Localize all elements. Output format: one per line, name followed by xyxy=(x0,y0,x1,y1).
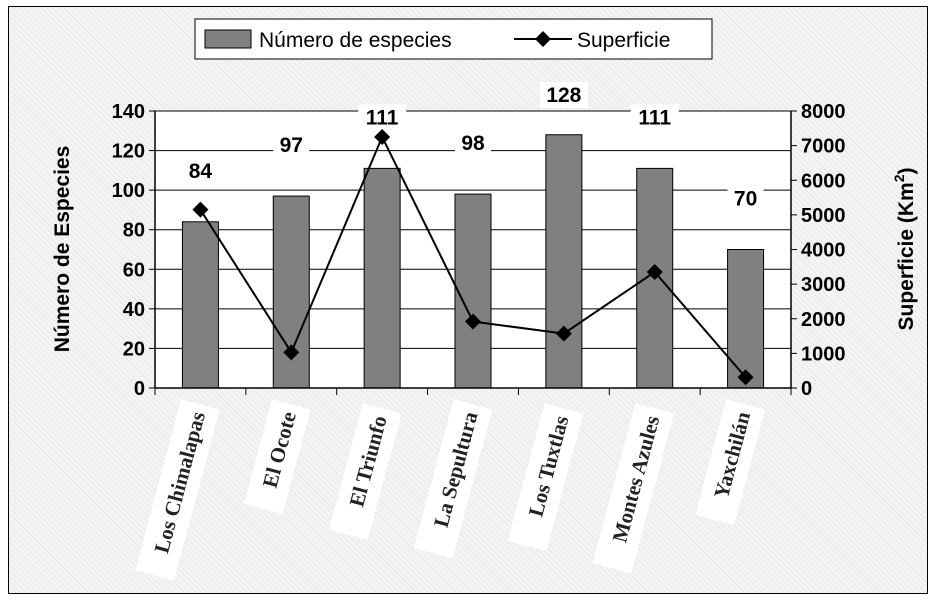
category-label-group: Yaxchilán xyxy=(695,399,765,526)
y-tick-label: 60 xyxy=(123,259,145,281)
bar xyxy=(363,167,401,389)
bar xyxy=(181,221,219,389)
superficie-point xyxy=(283,344,300,361)
bar xyxy=(454,193,492,389)
data-label-bg xyxy=(358,104,407,131)
category-label-card xyxy=(244,399,311,514)
y2-tick-label: 5000 xyxy=(801,205,846,227)
superficie-point xyxy=(555,325,572,342)
data-label-bg xyxy=(273,132,310,159)
data-labels: 84 97 111 98 128 111 70 xyxy=(182,82,764,212)
legend-swatch-marker xyxy=(535,31,551,47)
y2-tick-label: 6000 xyxy=(801,170,846,192)
category-label-card xyxy=(695,399,765,526)
y2-tick-label: 0 xyxy=(801,378,812,400)
data-label-bg xyxy=(727,185,764,212)
y2-tick-label: 7000 xyxy=(801,136,846,158)
category-label-group: La Sepultura xyxy=(413,399,493,559)
bars xyxy=(181,134,765,389)
y-tick-label: 80 xyxy=(123,220,145,242)
superficie-point xyxy=(374,128,391,145)
data-label: 98 xyxy=(461,132,485,155)
category-label-group: Los Chimalapas xyxy=(135,399,220,581)
bar xyxy=(727,249,765,389)
data-label-bg xyxy=(182,157,219,184)
y-tick-label: 140 xyxy=(112,101,145,123)
data-label: 84 xyxy=(189,160,213,183)
data-label: 111 xyxy=(638,106,671,129)
legend-label-bar: Número de especies xyxy=(259,29,452,52)
legend-label-line: Superficie xyxy=(577,29,670,52)
right-tick-labels: 0 1000 2000 3000 4000 5000 6000 7000 8000 xyxy=(801,101,846,400)
y2-tick-label: 1000 xyxy=(801,343,846,365)
left-tick-labels: 0 20 40 60 80 100 120 140 xyxy=(112,101,145,400)
y-axis-title: Número de Especies xyxy=(51,146,74,353)
data-label: 70 xyxy=(734,188,757,211)
legend-box xyxy=(194,18,713,60)
y2-tick-label: 2000 xyxy=(801,309,846,331)
chart: Número de especies Superficie 0204060801… xyxy=(51,18,918,581)
data-label: 97 xyxy=(280,134,303,157)
y2-tick-label: 4000 xyxy=(801,240,846,262)
chart-frame: Número de especies Superficie 0 20 40 60 80 1… xyxy=(8,6,928,594)
y-tick-label: 20 xyxy=(123,338,145,360)
y2-axis-title: Superficie (Km2) xyxy=(891,168,918,331)
category-label-group: El Triunfo xyxy=(328,403,402,541)
legend: Número de especies Superficie xyxy=(194,18,713,60)
data-label: 128 xyxy=(546,84,581,107)
category-label-group: Los Tuxtlas xyxy=(507,403,584,552)
category-label-card xyxy=(135,399,220,581)
category-labels: Los Chimalapas El Ocote El Triunfo La Sepul… xyxy=(135,399,765,581)
category-label-card xyxy=(592,403,675,574)
y-tick-label: 120 xyxy=(112,141,145,163)
superficie-point xyxy=(465,313,481,330)
data-label: 111 xyxy=(366,106,399,129)
data-label-bg xyxy=(455,130,491,157)
category-label-group: El Ocote xyxy=(244,399,311,514)
y-tick-label: 40 xyxy=(123,299,145,321)
superficie-point xyxy=(646,264,663,281)
category-label-card xyxy=(328,403,402,541)
superficie-line xyxy=(192,128,754,386)
y2-tick-label: 8000 xyxy=(801,101,846,123)
category-label-card xyxy=(507,403,584,552)
data-label-bg xyxy=(539,82,588,108)
legend-swatch-bar xyxy=(204,29,252,49)
axes xyxy=(149,110,797,395)
y-tick-label: 100 xyxy=(112,180,145,202)
y2-tick-label: 3000 xyxy=(801,274,846,296)
superficie-point xyxy=(737,369,754,386)
y2-axis-title-sup: 2 xyxy=(891,174,907,182)
y-tick-label: 0 xyxy=(134,378,145,400)
category-label-card xyxy=(413,399,493,559)
category-label-group: Montes Azules xyxy=(592,403,675,574)
bar xyxy=(545,134,583,389)
data-label-bg xyxy=(630,104,679,131)
superficie-point xyxy=(192,201,209,218)
